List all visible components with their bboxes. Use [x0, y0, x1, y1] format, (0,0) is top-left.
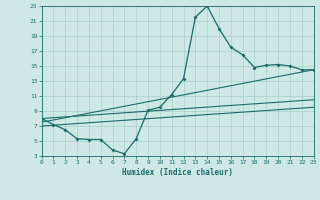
X-axis label: Humidex (Indice chaleur): Humidex (Indice chaleur) [122, 168, 233, 177]
